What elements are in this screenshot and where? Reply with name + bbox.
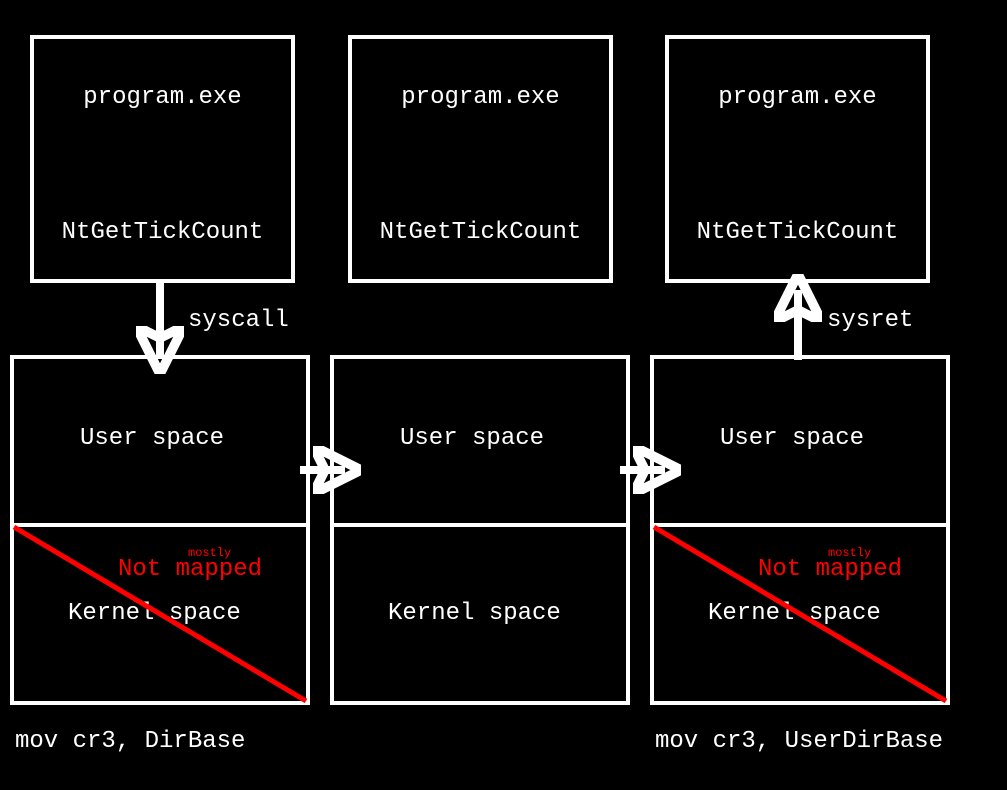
top-box-2: program.exe NtGetTickCount [348,35,613,283]
user-space-3: User space [720,425,864,452]
bottom-box-2-divider [330,523,630,527]
func-label-1: NtGetTickCount [34,219,291,246]
kernel-space-3: Kernel space [708,600,881,627]
program-label-3: program.exe [669,84,926,111]
func-label-2: NtGetTickCount [352,219,609,246]
func-label-3: NtGetTickCount [669,219,926,246]
bottom-box-3 [650,355,950,705]
top-box-3: program.exe NtGetTickCount [665,35,930,283]
sysret-label: sysret [827,307,913,334]
program-label-1: program.exe [34,84,291,111]
bottom-box-1-divider [10,523,310,527]
user-space-2: User space [400,425,544,452]
program-label-2: program.exe [352,84,609,111]
bottom-box-1 [10,355,310,705]
kernel-space-2: Kernel space [388,600,561,627]
syscall-label: syscall [188,307,289,334]
not-mapped-3: Not mapped [758,556,902,583]
bottom-box-3-divider [650,523,950,527]
top-box-1: program.exe NtGetTickCount [30,35,295,283]
mov-dirbase-label: mov cr3, DirBase [15,728,245,755]
user-space-1: User space [80,425,224,452]
bottom-box-2 [330,355,630,705]
mov-userdirbase-label: mov cr3, UserDirBase [655,728,943,755]
not-mapped-1: Not mapped [118,556,262,583]
kernel-space-1: Kernel space [68,600,241,627]
